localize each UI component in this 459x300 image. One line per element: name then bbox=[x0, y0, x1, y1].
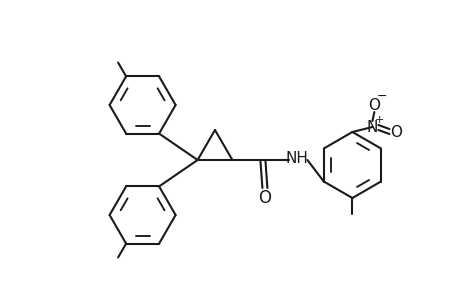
Text: NH: NH bbox=[285, 151, 308, 166]
Text: +: + bbox=[374, 115, 383, 125]
Text: O: O bbox=[368, 98, 380, 112]
Text: N: N bbox=[366, 119, 377, 134]
Text: O: O bbox=[257, 189, 270, 207]
Text: −: − bbox=[376, 89, 387, 103]
Text: O: O bbox=[390, 124, 402, 140]
